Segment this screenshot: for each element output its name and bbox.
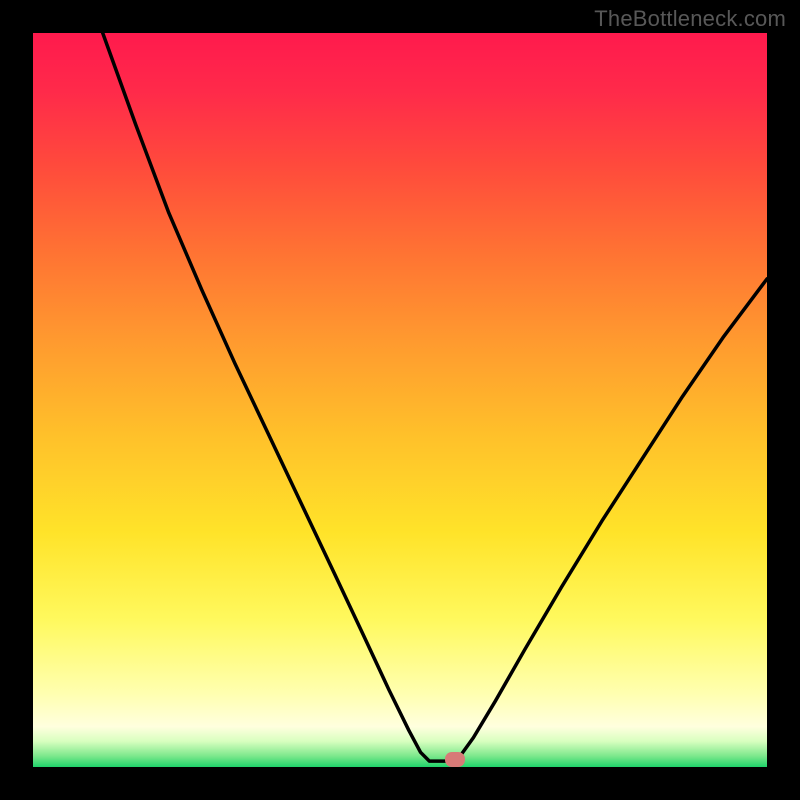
bottleneck-curve <box>33 33 767 767</box>
min-point-marker <box>445 752 465 767</box>
plot-area <box>33 33 767 767</box>
watermark-text: TheBottleneck.com <box>594 6 786 32</box>
